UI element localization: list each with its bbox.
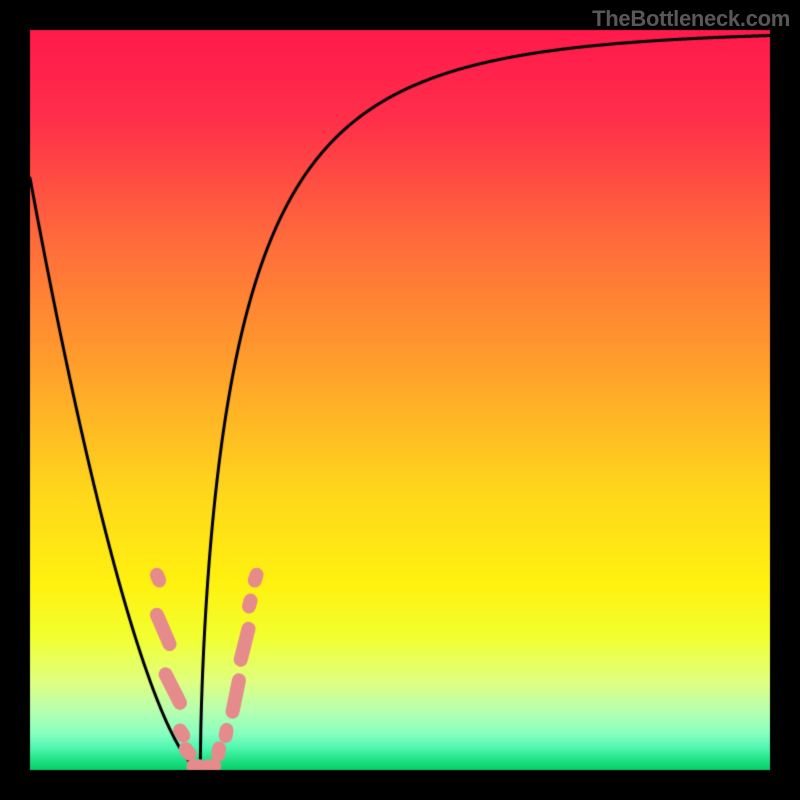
watermark-text: TheBottleneck.com — [592, 6, 790, 32]
chart-stage: TheBottleneck.com — [0, 0, 800, 800]
bottleneck-chart-canvas — [0, 0, 800, 800]
